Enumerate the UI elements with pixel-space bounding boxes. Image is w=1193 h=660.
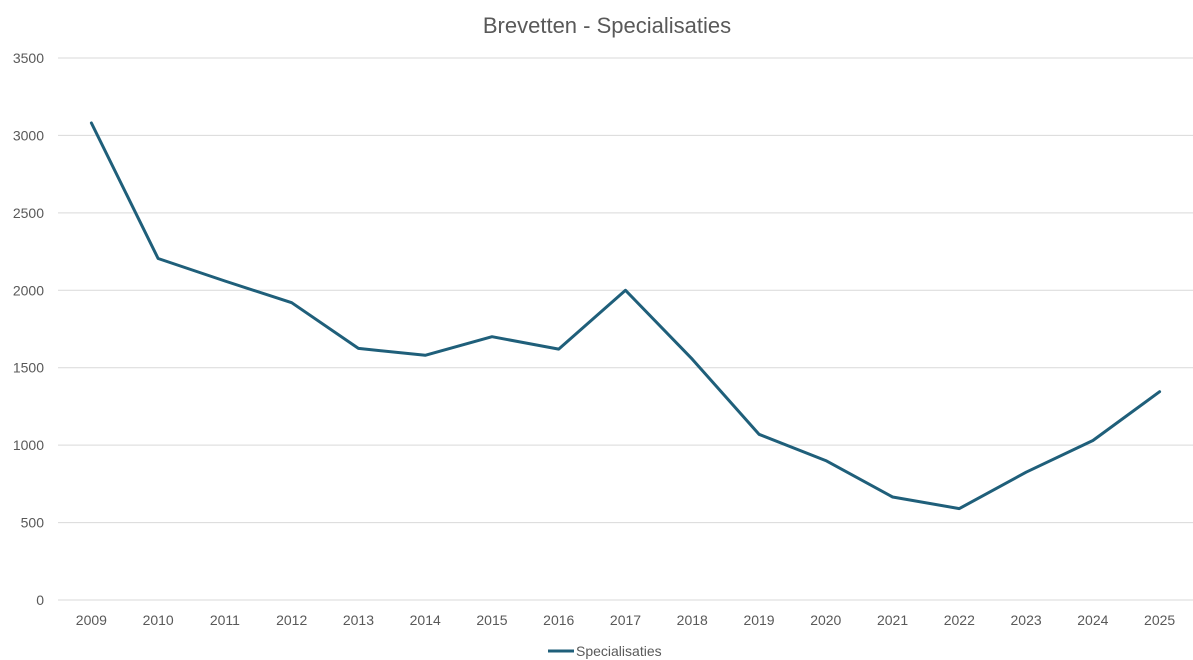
y-tick-label: 3500 [13,50,44,66]
y-tick-label: 0 [36,592,44,608]
series-line-specialisaties [89,121,1162,511]
legend-label-specialisaties: Specialisaties [576,643,662,659]
y-tick-label: 1500 [13,360,44,376]
x-tick-label: 2015 [476,612,507,628]
x-tick-label: 2012 [276,612,307,628]
x-tick-label: 2018 [677,612,708,628]
x-tick-label: 2016 [543,612,574,628]
y-tick-label: 3000 [13,127,44,143]
x-tick-label: 2024 [1077,612,1108,628]
x-tick-label: 2009 [76,612,107,628]
x-tick-label: 2014 [410,612,441,628]
x-tick-label: 2010 [143,612,174,628]
x-tick-label: 2023 [1011,612,1042,628]
x-tick-label: 2011 [210,612,240,628]
x-tick-label: 2017 [610,612,641,628]
y-axis-ticks: 0 500 1000 1500 2000 2500 3000 3500 [13,50,44,608]
chart-title: Brevetten - Specialisaties [483,13,731,38]
x-tick-label: 2025 [1144,612,1175,628]
legend[interactable]: Specialisaties [548,643,662,659]
x-tick-label: 2022 [944,612,975,628]
y-tick-label: 2500 [13,205,44,221]
x-axis-ticks: 2009 2010 2011 2012 2013 2014 2015 2016 2017 2018… [76,612,1176,628]
x-tick-label: 2019 [743,612,774,628]
y-tick-label: 2000 [13,282,44,298]
gridlines [58,57,1193,601]
y-tick-label: 1000 [13,437,44,453]
y-tick-label: 500 [21,515,45,531]
x-tick-label: 2013 [343,612,374,628]
series-layer [89,121,1162,511]
x-tick-label: 2020 [810,612,841,628]
x-tick-label: 2021 [877,612,908,628]
